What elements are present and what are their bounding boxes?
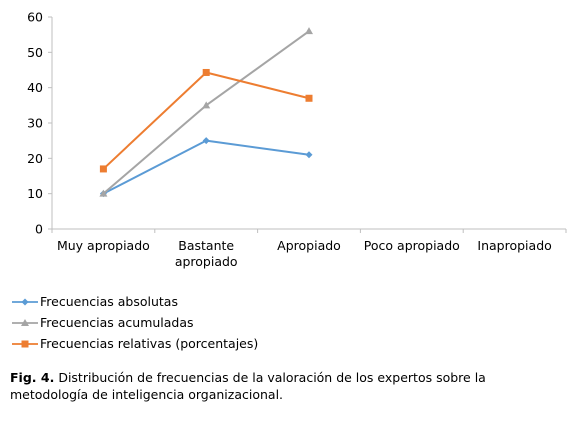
figure-caption: Fig. 4. Distribución de frecuencias de l…	[10, 369, 555, 403]
data-point-triangle	[99, 189, 108, 197]
caption-text: Distribución de frecuencias de la valora…	[10, 370, 486, 402]
legend-label: Frecuencias relativas (porcentajes)	[40, 336, 259, 351]
legend: Frecuencias absolutas Frecuencias acumul…	[10, 292, 258, 355]
legend-swatch-acumuladas	[12, 319, 38, 326]
data-point-square	[202, 68, 210, 76]
series-line-1	[102, 30, 310, 195]
legend-swatch-absolutas	[12, 298, 38, 306]
y-tick-label: 50	[27, 45, 43, 60]
x-tick-label: Muy apropiado	[57, 238, 150, 253]
legend-item-relativas: Frecuencias relativas (porcentajes)	[10, 334, 258, 355]
x-tick-label-line: apropiado	[175, 254, 238, 269]
y-tick-label: 60	[27, 10, 43, 25]
data-point-triangle	[202, 101, 211, 109]
data-point-square	[99, 165, 107, 173]
y-tick-label: 0	[35, 222, 43, 237]
line-chart: 0 10 20 30 40 50 60 Muy apropiado Bastante apropi…	[27, 10, 567, 269]
x-tick-label: Inapropiado	[477, 238, 551, 253]
data-point-square	[305, 94, 313, 102]
series-line-2	[102, 71, 310, 170]
y-tick-label: 40	[27, 80, 43, 95]
legend-label: Frecuencias acumuladas	[40, 315, 194, 330]
y-tick-label: 20	[27, 151, 43, 166]
legend-item-acumuladas: Frecuencias acumuladas	[10, 313, 258, 334]
data-point-triangle	[305, 27, 313, 35]
x-tick-label: Poco apropiado	[364, 238, 460, 253]
data-point-diamond	[202, 137, 210, 145]
x-tick-label: Apropiado	[277, 238, 341, 253]
legend-swatch-relativas	[12, 340, 38, 348]
legend-label: Frecuencias absolutas	[40, 294, 178, 309]
legend-item-absolutas: Frecuencias absolutas	[10, 292, 258, 313]
data-point-diamond	[305, 151, 313, 159]
y-tick-label: 30	[27, 116, 43, 131]
y-tick-label: 10	[27, 186, 43, 201]
x-tick-label-line: Bastante	[178, 238, 234, 253]
caption-label: Fig. 4.	[10, 370, 55, 385]
x-tick-label: Bastante apropiado	[175, 238, 238, 269]
